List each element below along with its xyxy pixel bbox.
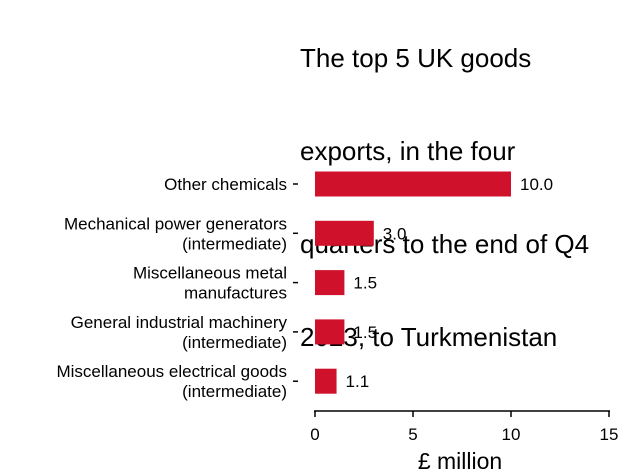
x-axis-tick-label: 15 [600, 425, 619, 444]
x-axis-tick-label: 0 [310, 425, 319, 444]
bar-value-label: 1.1 [346, 372, 370, 391]
x-axis-title: £ million [418, 448, 502, 472]
bar [315, 270, 345, 296]
bar-value-label: 3.0 [383, 224, 407, 243]
category-label: General industrial machinery [71, 313, 288, 332]
category-label: Other chemicals [164, 175, 287, 194]
category-labels-layer: Other chemicals Mechanical power generato… [56, 175, 298, 401]
category-label: (intermediate) [182, 382, 287, 401]
chart-title-line-1: The top 5 UK goods [300, 43, 532, 73]
category-label: Mechanical power generators [64, 214, 287, 233]
bar-value-label: 10.0 [520, 175, 553, 194]
bars-layer [315, 171, 511, 394]
category-label: (intermediate) [182, 333, 287, 352]
category-label: Miscellaneous metal [133, 264, 287, 283]
bar-value-label: 1.5 [353, 274, 377, 293]
x-axis: 0 5 10 15 [310, 410, 619, 444]
value-labels-layer: 10.0 3.0 1.5 1.5 1.1 [346, 175, 554, 391]
bar [315, 220, 374, 246]
x-axis-tick-label: 5 [408, 425, 417, 444]
bar [315, 319, 345, 345]
category-label: Miscellaneous electrical goods [56, 362, 287, 381]
x-axis-tick-label: 10 [502, 425, 521, 444]
chart-title-line-2: exports, in the four [300, 136, 516, 166]
bar [315, 171, 511, 197]
category-label: (intermediate) [182, 234, 287, 253]
category-label: manufactures [184, 284, 287, 303]
bar-value-label: 1.5 [353, 323, 377, 342]
bar [315, 368, 337, 394]
